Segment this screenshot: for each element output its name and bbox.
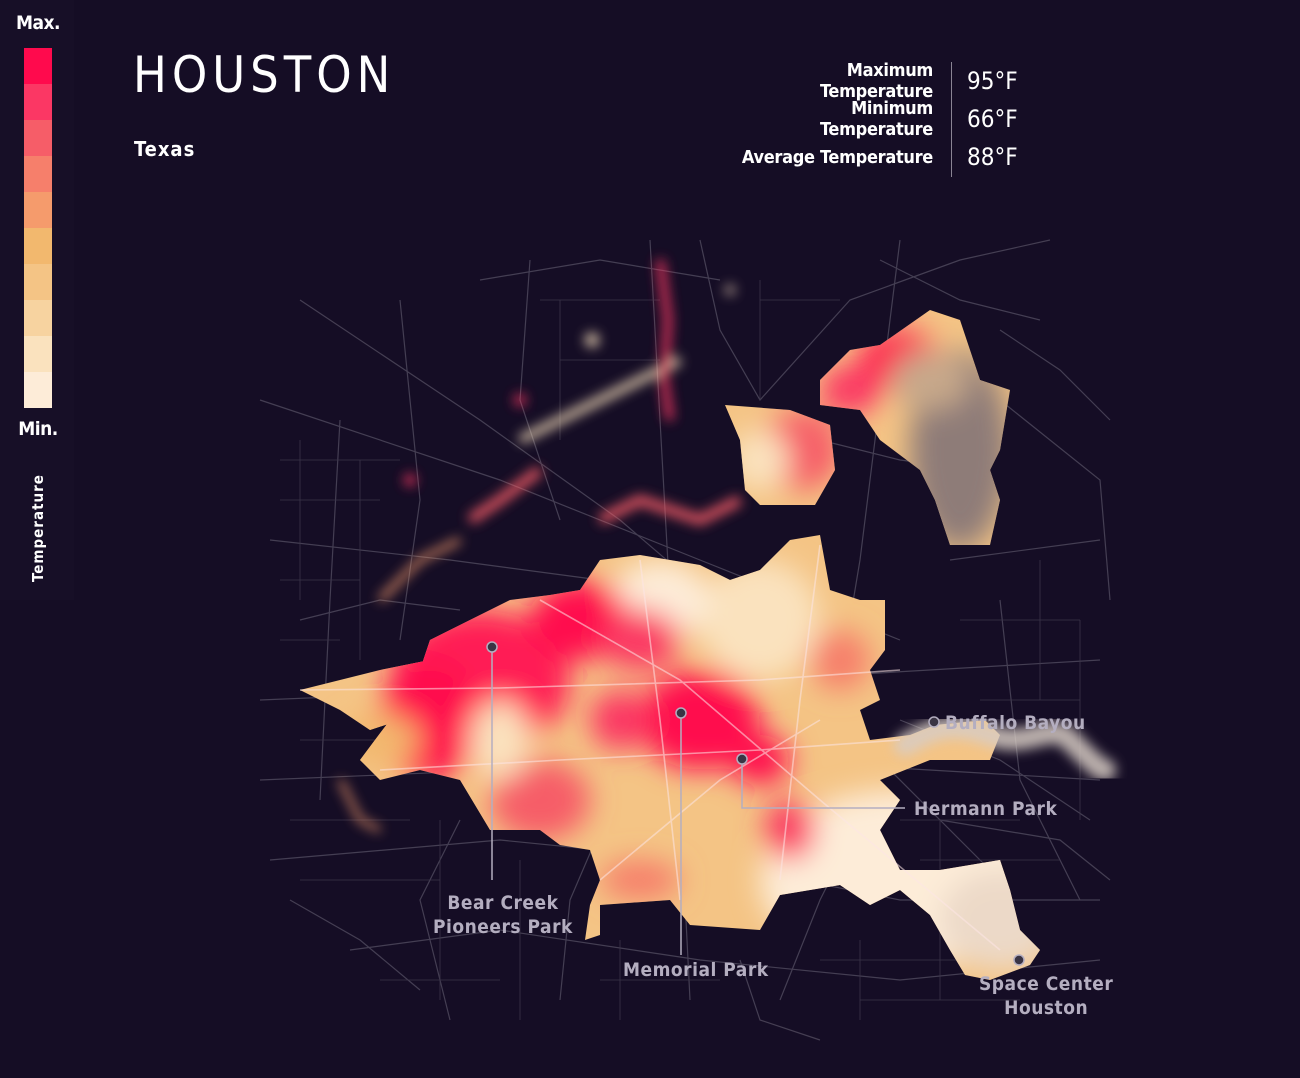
marker-buffalo-bayou [928,716,940,728]
label-hermann-park[interactable]: Hermann Park [914,798,1058,820]
label-space-center[interactable]: Space Center Houston [979,972,1113,1020]
label-line: Pioneers Park [433,916,573,938]
temperature-stats: Maximum Temperature 95°F Minimum Tempera… [740,60,1018,177]
legend-swatch [24,264,52,300]
legend-title: Temperature [29,474,47,582]
city-title: HOUSTON [133,46,396,104]
heat-map[interactable]: Buffalo Bayou Hermann Park Bear Creek Pi… [250,220,1130,1060]
legend-swatch [24,372,52,408]
stat-value: 95°F [967,67,1018,95]
stat-row-max: Maximum Temperature 95°F [740,60,1018,102]
legend-min-label: Min. [18,418,58,440]
stat-label: Minimum Temperature [820,98,933,140]
label-line: Bear Creek [447,892,559,914]
legend-swatch [24,156,52,192]
stat-label: Maximum Temperature [820,60,933,102]
stat-value: 66°F [967,105,1018,133]
stat-row-min: Minimum Temperature 66°F [740,98,1018,140]
legend-swatch [24,192,52,228]
label-memorial-park[interactable]: Memorial Park [623,959,769,981]
label-line: Space Center [979,973,1114,995]
label-line: Houston [1004,997,1089,1019]
stat-row-avg: Average Temperature 88°F [740,138,1018,176]
temperature-legend: Max. Min. Temperature [0,0,74,600]
heat-layer [300,310,1040,980]
legend-swatch [24,84,52,120]
heat-fragments [337,259,743,833]
buffalo-bayou-path [894,716,1116,781]
label-bear-creek[interactable]: Bear Creek Pioneers Park [433,891,573,939]
legend-color-scale [24,48,52,408]
stat-label: Average Temperature [741,146,933,168]
legend-swatch [24,300,52,336]
map-canvas [259,239,1116,1041]
leader-hermann [741,760,905,809]
label-buffalo-bayou[interactable]: Buffalo Bayou [945,712,1086,734]
legend-swatch [24,228,52,264]
marker-space-center [1013,954,1025,966]
stats-divider [951,62,952,177]
legend-swatch [24,336,52,372]
marker-hermann [736,753,748,765]
legend-max-label: Max. [15,12,61,34]
stat-value: 88°F [967,143,1018,171]
legend-swatch [24,120,52,156]
marker-bear-creek [486,641,498,653]
marker-memorial [675,707,687,719]
state-subtitle: Texas [134,137,196,161]
legend-swatch [24,48,52,84]
